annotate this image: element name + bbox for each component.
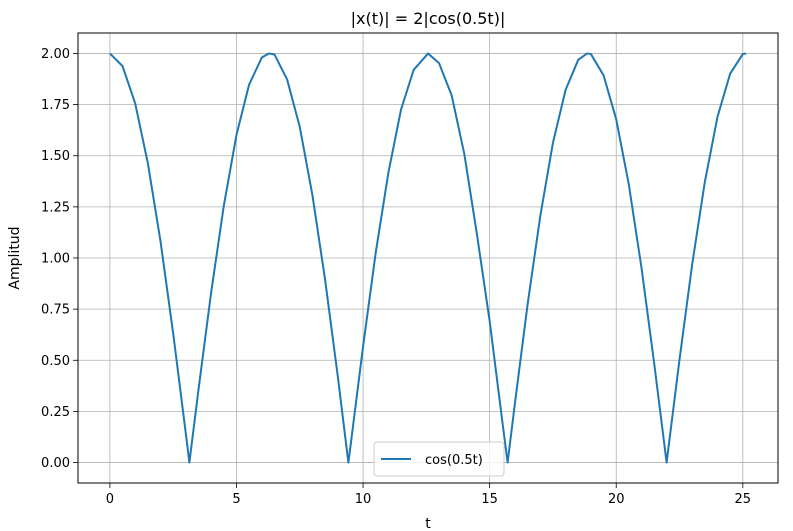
- x-axis-label: t: [425, 516, 431, 531]
- grid-lines: [78, 33, 778, 483]
- y-tick-label: 1.50: [41, 149, 70, 164]
- series-lines: [109, 52, 747, 464]
- x-tick-label: 25: [735, 492, 752, 507]
- y-tick-label: 0.00: [41, 456, 70, 471]
- legend: cos(0.5t): [373, 441, 505, 477]
- x-tick-label: 20: [608, 492, 625, 507]
- series-line: [109, 52, 747, 464]
- y-tick-label: 0.75: [41, 303, 70, 318]
- y-axis-label: Amplitud: [7, 226, 23, 289]
- chart-title: |x(t)| = 2|cos(0.5t)|: [351, 9, 506, 28]
- y-tick-label: 0.25: [41, 405, 70, 420]
- y-tick-label: 1.25: [41, 200, 70, 215]
- legend-entry-label: cos(0.5t): [425, 453, 483, 468]
- y-tick-label: 2.00: [41, 47, 70, 62]
- y-tick-label: 1.00: [41, 252, 70, 267]
- x-tick-label: 5: [232, 492, 240, 507]
- y-tick-label: 0.50: [41, 354, 70, 369]
- x-tick-label: 0: [106, 492, 114, 507]
- y-tick-label: 1.75: [41, 98, 70, 113]
- x-tick-label: 10: [355, 492, 372, 507]
- x-tick-label: 15: [481, 492, 498, 507]
- legend-box: [373, 441, 505, 477]
- y-axis-ticks: 0.00 0.25 0.50 0.75 1.00 1.25 1.50 1.75 2.00: [41, 47, 78, 471]
- x-axis-ticks: 0 5 10 15 20 25: [106, 483, 751, 507]
